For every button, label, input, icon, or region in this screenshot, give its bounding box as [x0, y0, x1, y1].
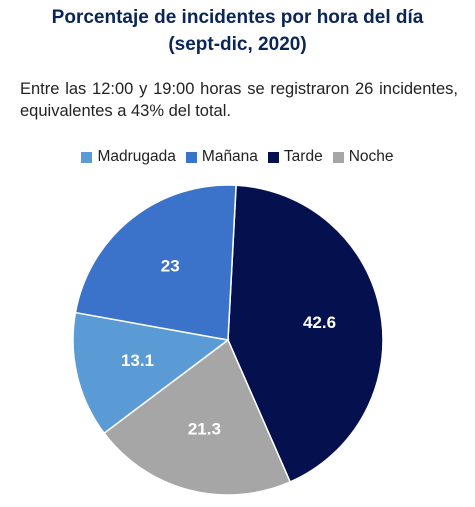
chart-description: Entre las 12:00 y 19:00 horas se registr… — [20, 80, 458, 120]
pie-slice-noche — [103, 338, 292, 496]
legend-swatch-noche — [332, 151, 344, 163]
legend-label-tarde: Tarde — [283, 148, 323, 165]
legend-label-manana: Mañana — [201, 148, 258, 165]
legend-label-noche: Noche — [348, 148, 394, 165]
chart-title-line1: Porcentaje de incidentes por hora del dí… — [51, 7, 424, 28]
legend-item-noche: Noche — [332, 148, 394, 166]
pie-slice-madrugada — [72, 311, 230, 435]
pie-slice-tarde — [227, 184, 384, 483]
data-label-madrugada: 13.1 — [121, 351, 154, 370]
legend-item-manana: Mañana — [185, 148, 258, 166]
legend-swatch-madrugada — [81, 151, 93, 163]
data-label-manana: 23 — [161, 257, 180, 276]
data-label-noche: 21.3 — [188, 419, 221, 438]
legend-label-madrugada: Madrugada — [97, 148, 176, 165]
chart-legend: Madrugada Mañana Tarde Noche — [0, 148, 475, 166]
chart-title: Porcentaje de incidentes por hora del dí… — [0, 4, 475, 58]
legend-swatch-tarde — [267, 151, 279, 163]
legend-swatch-manana — [185, 151, 197, 163]
legend-item-madrugada: Madrugada — [81, 148, 176, 166]
chart-title-line2: (sept-dic, 2020) — [168, 34, 307, 55]
pie-slice-manana — [74, 184, 237, 341]
data-label-tarde: 42.6 — [303, 313, 336, 332]
legend-item-tarde: Tarde — [267, 148, 323, 166]
